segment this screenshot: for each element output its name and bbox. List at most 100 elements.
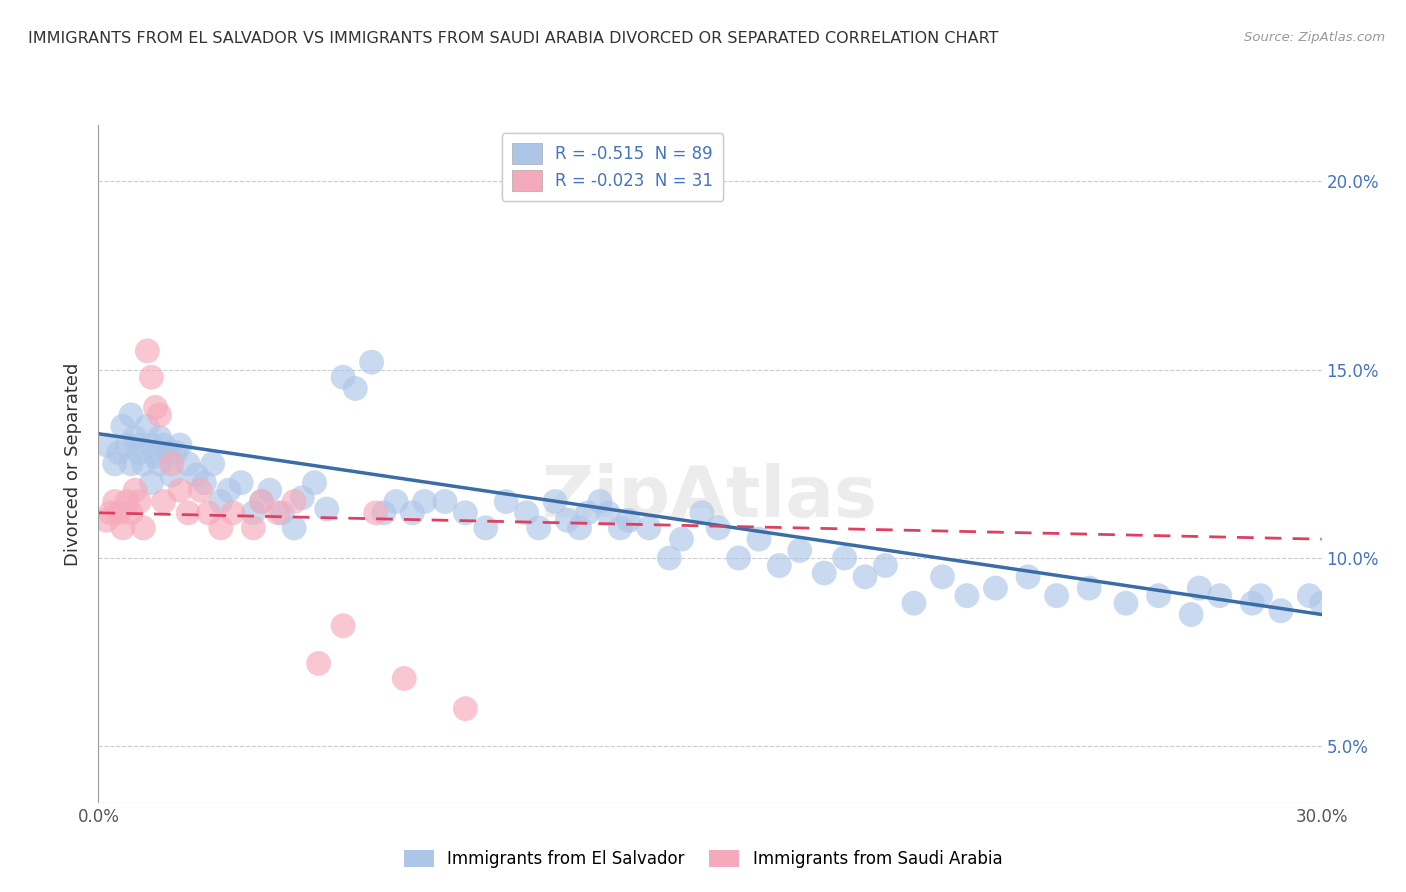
Point: [115, 494, 138, 508]
Point: [100, 506, 122, 520]
Point: [177, 457, 200, 471]
Point: [242, 521, 264, 535]
Point: [853, 570, 876, 584]
Point: [658, 551, 681, 566]
Point: [1180, 607, 1202, 622]
Point: [984, 581, 1007, 595]
Y-axis label: Divorced or Separated: Divorced or Separated: [65, 362, 83, 566]
Legend: R = -0.515  N = 89, R = -0.023  N = 31: R = -0.515 N = 89, R = -0.023 N = 31: [502, 133, 723, 201]
Point: [495, 494, 517, 508]
Point: [1298, 589, 1320, 603]
Point: [392, 672, 416, 686]
Point: [186, 468, 208, 483]
Point: [242, 506, 264, 520]
Point: [104, 457, 127, 471]
Point: [364, 506, 387, 520]
Text: ZipAtlas: ZipAtlas: [543, 463, 877, 533]
Point: [132, 521, 155, 535]
Point: [1241, 596, 1264, 610]
Point: [589, 494, 612, 508]
Point: [136, 343, 159, 358]
Point: [413, 494, 436, 508]
Point: [1017, 570, 1039, 584]
Point: [96, 513, 118, 527]
Point: [128, 494, 150, 508]
Point: [165, 445, 187, 459]
Point: [108, 506, 131, 520]
Point: [120, 457, 142, 471]
Point: [145, 450, 167, 464]
Point: [332, 619, 354, 633]
Point: [270, 506, 294, 520]
Point: [474, 521, 498, 535]
Point: [609, 521, 631, 535]
Point: [169, 483, 191, 498]
Point: [454, 701, 477, 715]
Point: [671, 532, 693, 546]
Point: [193, 475, 215, 490]
Point: [315, 502, 337, 516]
Point: [344, 382, 367, 396]
Point: [1331, 607, 1354, 622]
Point: [304, 475, 326, 490]
Point: [141, 475, 163, 490]
Point: [1209, 589, 1232, 603]
Point: [149, 457, 172, 471]
Point: [250, 494, 273, 508]
Point: [231, 475, 253, 490]
Point: [373, 506, 395, 520]
Point: [690, 506, 713, 520]
Point: [516, 506, 538, 520]
Point: [250, 494, 273, 508]
Point: [544, 494, 567, 508]
Point: [557, 513, 579, 527]
Point: [115, 438, 138, 452]
Point: [834, 551, 856, 566]
Point: [124, 430, 146, 444]
Legend: Immigrants from El Salvador, Immigrants from Saudi Arabia: Immigrants from El Salvador, Immigrants …: [396, 843, 1010, 875]
Point: [111, 521, 134, 535]
Point: [360, 355, 382, 369]
Point: [111, 419, 134, 434]
Point: [145, 401, 167, 415]
Point: [291, 491, 314, 505]
Point: [598, 506, 620, 520]
Point: [727, 551, 749, 566]
Point: [875, 558, 897, 573]
Point: [141, 370, 163, 384]
Point: [197, 506, 219, 520]
Point: [152, 494, 174, 508]
Point: [96, 438, 118, 452]
Point: [527, 521, 550, 535]
Point: [1310, 596, 1333, 610]
Point: [813, 566, 835, 580]
Point: [638, 521, 661, 535]
Point: [1249, 589, 1271, 603]
Point: [209, 494, 232, 508]
Point: [259, 483, 281, 498]
Point: [454, 506, 477, 520]
Point: [1188, 581, 1211, 595]
Point: [568, 521, 591, 535]
Point: [141, 438, 163, 452]
Point: [1147, 589, 1170, 603]
Point: [218, 483, 240, 498]
Point: [188, 483, 212, 498]
Point: [1115, 596, 1137, 610]
Point: [903, 596, 925, 610]
Point: [401, 506, 423, 520]
Point: [120, 408, 142, 422]
Point: [209, 521, 232, 535]
Point: [149, 408, 172, 422]
Point: [308, 657, 330, 671]
Point: [332, 370, 354, 384]
Point: [931, 570, 953, 584]
Text: Source: ZipAtlas.com: Source: ZipAtlas.com: [1244, 31, 1385, 45]
Point: [156, 445, 179, 459]
Point: [748, 532, 770, 546]
Point: [104, 494, 127, 508]
Point: [707, 521, 730, 535]
Point: [283, 494, 305, 508]
Point: [160, 457, 183, 471]
Point: [169, 438, 191, 452]
